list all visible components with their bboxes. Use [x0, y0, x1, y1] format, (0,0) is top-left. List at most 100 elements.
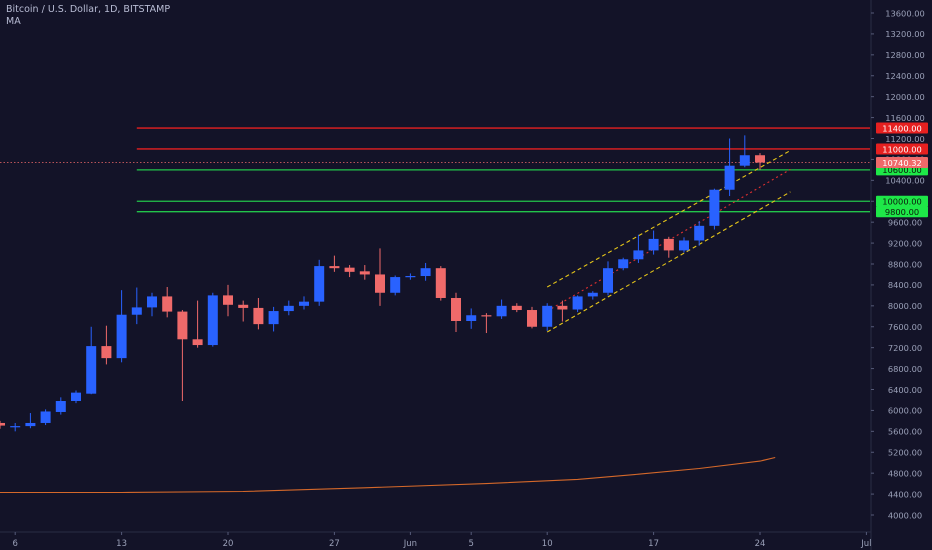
candle-body [299, 301, 309, 306]
candle-50 [755, 153, 765, 170]
price-tick-label: 13600.00 [885, 8, 925, 18]
candle-body [0, 422, 5, 426]
last-price-badge-label: 10740.32 [882, 158, 922, 168]
indicator-label[interactable]: MA [6, 16, 21, 27]
candle-body [451, 297, 461, 321]
level-badge-11400.00-label: 11400.00 [882, 123, 922, 133]
candle-0 [0, 420, 5, 429]
candle-9 [131, 287, 142, 325]
candle-body [116, 314, 127, 359]
time-tick-label: 5 [468, 539, 473, 549]
candle-21 [314, 259, 325, 306]
candle-body [359, 271, 370, 275]
moving-average-layer [0, 456, 776, 494]
time-tick-label: 13 [116, 539, 127, 549]
candle-42 [633, 234, 644, 263]
price-tick-label: 12000.00 [885, 92, 925, 102]
time-tick-label: Jul [860, 539, 871, 549]
level-badge-10000.00: 10000.00 [876, 195, 928, 207]
candle-body [207, 295, 218, 346]
candle-32 [481, 313, 492, 334]
price-tick-label: 12800.00 [885, 50, 925, 60]
level-badge-11000.00-label: 11000.00 [882, 144, 922, 154]
candle-body [314, 266, 325, 302]
moving-average-line [0, 456, 776, 494]
candle-body [344, 267, 355, 272]
level-badge-10000.00-label: 10000.00 [882, 197, 922, 207]
time-tick-label: 6 [12, 539, 17, 549]
candle-16 [238, 300, 249, 322]
candle-body [603, 268, 613, 293]
price-tick-label: 9600.00 [888, 217, 922, 227]
candle-body [481, 315, 492, 317]
candle-45 [679, 237, 689, 253]
price-tick-label: 4800.00 [888, 468, 922, 478]
time-tick-label: 24 [755, 539, 766, 549]
candle-22 [329, 255, 340, 272]
price-tick-label: 13200.00 [885, 29, 925, 39]
candle-7 [101, 325, 112, 365]
candle-body [283, 305, 294, 312]
candle-6 [86, 326, 97, 395]
candle-49 [739, 135, 750, 168]
candle-23 [344, 265, 355, 278]
level-badge-11000.00-bg [876, 143, 928, 155]
candle-1 [10, 422, 21, 432]
candle-body [405, 276, 416, 278]
price-tick-label: 11600.00 [885, 113, 925, 123]
candle-38 [572, 295, 583, 313]
candle-26 [390, 275, 401, 296]
candle-body [10, 426, 21, 428]
level-badge-11400.00: 11400.00 [876, 122, 928, 134]
price-tick-label: 4400.00 [888, 489, 922, 499]
level-badge-10000.00-bg [876, 195, 928, 207]
candle-body [25, 422, 36, 427]
candle-body [694, 225, 705, 241]
candle-20 [299, 296, 309, 310]
price-tick-label: 6000.00 [888, 406, 922, 416]
price-axis-background [870, 0, 932, 550]
candle-body [192, 339, 203, 346]
channel-lower-line [546, 191, 791, 333]
price-tick-label: 7200.00 [888, 343, 922, 353]
candle-12 [177, 310, 188, 402]
time-tick-label: 27 [329, 539, 340, 549]
candle-body [223, 295, 233, 305]
candle-28 [420, 262, 431, 281]
candle-body [375, 274, 385, 293]
candle-body [557, 305, 568, 310]
level-badge-11000.00: 11000.00 [876, 143, 928, 155]
price-tick-label: 5600.00 [888, 427, 922, 437]
candles-layer [0, 135, 765, 432]
candle-body [496, 305, 507, 317]
candle-body [177, 311, 188, 340]
channel-upper-line [546, 150, 791, 288]
price-tick-label: 7600.00 [888, 322, 922, 332]
time-tick-label: Jun [403, 539, 417, 549]
candle-40 [603, 261, 613, 296]
price-tick-label: 9200.00 [888, 238, 922, 248]
candle-body [618, 259, 629, 269]
level-badge-9800.00: 9800.00 [876, 206, 928, 218]
candle-2 [25, 413, 36, 429]
candle-body [572, 296, 583, 310]
candle-13 [192, 300, 203, 348]
price-tick-label: 5200.00 [888, 448, 922, 458]
candle-body [71, 392, 81, 402]
time-axis[interactable]: 6 13 20 27 Jun 5 10 17 24 Jul [0, 531, 872, 549]
candle-47 [709, 188, 720, 230]
price-tick-label: 8000.00 [888, 301, 922, 311]
price-axis[interactable]: 13600.00 13200.00 12800.00 12400.00 12000.00… [870, 0, 932, 550]
time-tick-label: 10 [542, 539, 553, 549]
candle-body [527, 310, 537, 327]
candle-body [162, 296, 173, 312]
candle-body [648, 238, 659, 251]
chart-title[interactable]: Bitcoin / U.S. Dollar, 1D, BITSTAMP [6, 4, 171, 15]
level-badge-9800.00-bg [876, 206, 928, 218]
price-tick-label: 8800.00 [888, 259, 922, 269]
candle-body [724, 165, 735, 190]
candle-body [466, 315, 477, 321]
candle-10 [147, 292, 157, 317]
candle-3 [40, 409, 51, 426]
